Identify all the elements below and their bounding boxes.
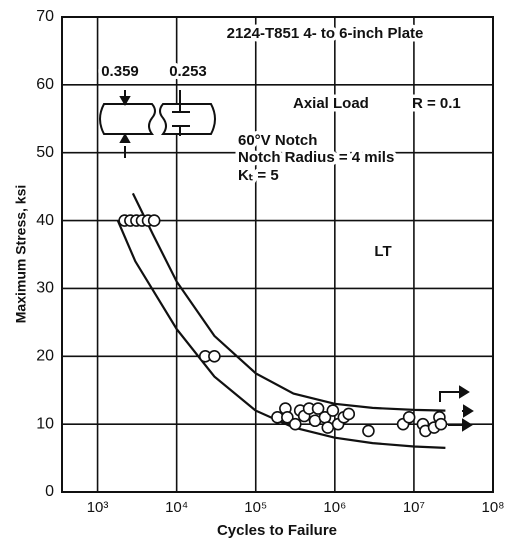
marks: [116, 192, 448, 449]
chart-title: 2124-T851 4- to 6-inch Plate: [227, 25, 424, 42]
arrow-head: [119, 132, 131, 143]
annotation: 0.253: [169, 63, 207, 80]
arrow: [439, 391, 460, 402]
data-point: [321, 421, 335, 434]
x-axis-label: Cycles to Failure: [217, 522, 337, 539]
x-tick-label: 10⁷: [403, 499, 425, 516]
x-tick-label: 10⁴: [165, 499, 188, 516]
data-point: [311, 402, 325, 415]
curve: [131, 192, 446, 412]
data-point: [342, 407, 356, 421]
x-tick-label: 10⁶: [323, 499, 346, 516]
annotation: Axial Load: [293, 95, 369, 112]
y-tick-label: 30: [36, 280, 54, 297]
annotation: LT: [374, 243, 391, 260]
y-tick-label: 70: [36, 8, 54, 25]
arrow-head: [119, 96, 131, 107]
data-point: [326, 404, 340, 417]
annotation: Notch Radius = 4 mils: [238, 149, 394, 166]
y-tick-label: 60: [36, 76, 54, 93]
y-tick-label: 0: [45, 483, 54, 500]
runout-arrows: [439, 385, 474, 432]
data-point: [362, 424, 375, 438]
data-point: [147, 214, 161, 227]
annotation: 60°V Notch: [238, 132, 317, 149]
annotation: 0.359: [101, 63, 139, 80]
data-point: [288, 417, 302, 431]
y-tick-label: 50: [36, 144, 54, 161]
x-tick-label: 10⁸: [481, 499, 504, 516]
x-tick-label: 10⁵: [244, 499, 267, 516]
annotation: Kₜ = 5: [238, 167, 279, 184]
data-point: [434, 417, 448, 431]
x-tick-label: 10³: [87, 499, 109, 516]
y-tick-label: 20: [36, 348, 54, 365]
arrow-head: [463, 404, 474, 418]
y-tick-label: 40: [36, 212, 54, 229]
data-point: [281, 411, 294, 424]
specimen-right: [159, 103, 216, 135]
data-point: [402, 411, 416, 424]
specimen-left: [99, 103, 156, 135]
arrow-head: [462, 418, 473, 432]
y-axis-label: Maximum Stress, ksi: [13, 185, 29, 324]
specimen-sketch: [99, 90, 216, 158]
arrow-head: [459, 385, 470, 399]
annotation: R = 0.1: [412, 95, 461, 112]
y-tick-label: 10: [36, 415, 54, 432]
data-point: [208, 349, 221, 363]
